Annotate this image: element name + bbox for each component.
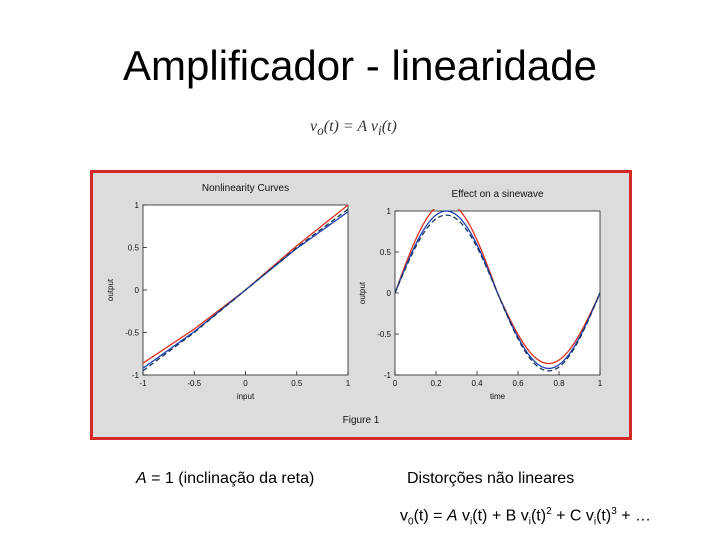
caption-distortion: Distorções não lineares	[407, 470, 575, 487]
pf-a: A	[446, 507, 458, 525]
pf-ellipsis: + …	[616, 507, 651, 525]
pf-b-term: (t) + B v	[472, 507, 529, 525]
sinewave-xtick-label: 1	[598, 379, 603, 388]
nonlinearity-ylabel: output	[106, 278, 115, 301]
sinewave-title: Effect on a sinewave	[451, 189, 544, 200]
formula-rhs: A v	[357, 118, 378, 135]
sinewave-ylabel: output	[358, 281, 367, 304]
nonlinearity-ytick-label: -1	[132, 371, 140, 380]
polynomial-formula: v0(t) = A vi(t) + B vi(t)2 + C vi(t)3 + …	[400, 506, 651, 528]
nonlinearity-ytick-label: 0.5	[128, 244, 140, 253]
nonlinearity-ytick-label: 1	[135, 201, 140, 210]
formula-rhs-sub: i	[378, 123, 382, 139]
sinewave-ytick-label: 0.5	[380, 248, 392, 257]
nonlinearity-xtick-label: 1	[346, 379, 351, 388]
pf-sup2: 2	[546, 506, 552, 517]
caption-gain: A = 1 (inclinação da reta)	[136, 470, 314, 488]
sinewave-ytick-label: 1	[387, 207, 392, 216]
nonlinearity-xtick-label: -0.5	[187, 379, 201, 388]
sinewave-series-2	[395, 214, 600, 372]
pf-t2: (t)	[530, 507, 547, 525]
sinewave-xlabel: time	[490, 392, 506, 401]
pf-sub-i2: i	[528, 516, 531, 528]
pf-sub-i1: i	[470, 516, 473, 528]
sinewave-xtick-label: 0	[393, 379, 398, 388]
figure-frame: Nonlinearity Curves -1 -0.5 0 0.5 1 1 0.5 0 -0.5 -…	[90, 170, 632, 440]
sinewave-xtick-label: 0.8	[553, 379, 565, 388]
sinewave-ytick-label: -1	[384, 371, 392, 380]
caption-gain-var: A	[136, 470, 147, 487]
pf-v: v	[400, 507, 408, 525]
sinewave-xtick-label: 0.4	[471, 379, 483, 388]
pf-t3: (t)	[596, 507, 612, 525]
pf-vi1: v	[457, 507, 471, 525]
caption-gain-text: = 1 (inclinação da reta)	[146, 470, 315, 487]
pf-t-eq: (t) =	[413, 507, 447, 525]
nonlinearity-xtick-label: 0	[243, 379, 248, 388]
formula-lhs: v	[310, 118, 318, 135]
pf-sub0: 0	[408, 516, 414, 528]
pf-sub-i3: i	[593, 516, 597, 528]
formula-eq: =	[342, 118, 354, 135]
nonlinearity-xtick-label: 0.5	[291, 379, 303, 388]
sinewave-xtick-label: 0.2	[430, 379, 442, 388]
nonlinearity-xtick-label: -1	[139, 379, 147, 388]
slide-title: Amplificador - linearidade	[123, 42, 597, 89]
sinewave-ytick-label: -0.5	[377, 330, 391, 339]
formula-lhs-sub: o	[317, 123, 324, 139]
pf-c-term: + C v	[551, 507, 594, 525]
figure-svg: Nonlinearity Curves -1 -0.5 0 0.5 1 1 0.5 0 -0.5 -…	[93, 173, 629, 437]
nonlinearity-ytick-label: -0.5	[125, 329, 139, 338]
nonlinearity-ytick-label: 0	[135, 286, 140, 295]
gain-formula: vo(t) = A vi(t)	[310, 118, 430, 144]
pf-sup3: 3	[611, 506, 617, 517]
sinewave-ytick-label: 0	[387, 289, 392, 298]
nonlinearity-series-2	[143, 208, 348, 372]
formula-rhs-arg: (t)	[381, 118, 397, 135]
nonlinearity-title: Nonlinearity Curves	[202, 183, 289, 194]
nonlinearity-xlabel: input	[237, 392, 255, 401]
formula-lhs-arg: (t)	[323, 118, 339, 135]
sinewave-xtick-label: 0.6	[512, 379, 524, 388]
figure-label: Figure 1	[343, 415, 380, 426]
